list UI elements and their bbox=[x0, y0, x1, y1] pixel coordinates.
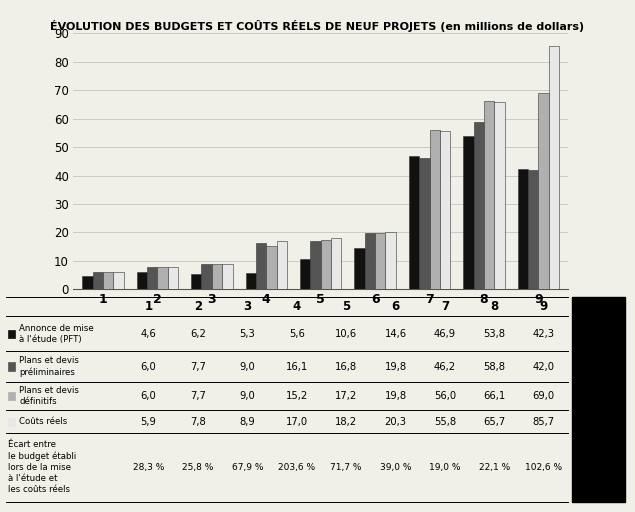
Text: 18,2: 18,2 bbox=[335, 417, 357, 426]
Text: 19,8: 19,8 bbox=[384, 361, 406, 372]
Text: 6: 6 bbox=[391, 300, 399, 313]
Text: 46,9: 46,9 bbox=[434, 329, 456, 339]
Text: 71,7 %: 71,7 % bbox=[330, 463, 362, 472]
Text: 6,0: 6,0 bbox=[140, 361, 156, 372]
Text: 85,7: 85,7 bbox=[533, 417, 555, 426]
Bar bbox=[311, 242, 321, 289]
Text: Plans et devis
définitifs: Plans et devis définitifs bbox=[19, 386, 79, 406]
Text: 17,2: 17,2 bbox=[335, 391, 358, 401]
Bar bbox=[484, 101, 494, 289]
Bar bbox=[549, 46, 559, 289]
Bar bbox=[168, 267, 178, 289]
Text: 42,0: 42,0 bbox=[533, 361, 554, 372]
Text: 5: 5 bbox=[342, 300, 350, 313]
Text: 102,6 %: 102,6 % bbox=[525, 463, 562, 472]
Bar bbox=[222, 264, 232, 289]
Text: 55,8: 55,8 bbox=[434, 417, 456, 426]
Bar bbox=[266, 246, 277, 289]
Bar bbox=[464, 136, 474, 289]
Text: 69,0: 69,0 bbox=[533, 391, 555, 401]
Bar bbox=[409, 156, 419, 289]
Bar bbox=[375, 233, 385, 289]
Text: 5,3: 5,3 bbox=[239, 329, 255, 339]
Bar bbox=[93, 272, 103, 289]
Text: Annonce de mise
à l'étude (PFT): Annonce de mise à l'étude (PFT) bbox=[19, 324, 94, 344]
Text: Écart entre
le budget établi
lors de la mise
à l'étude et
les coûts réels: Écart entre le budget établi lors de la … bbox=[8, 440, 76, 495]
Text: 8: 8 bbox=[490, 300, 498, 313]
Bar bbox=[256, 244, 266, 289]
Bar bbox=[246, 273, 256, 289]
Text: 39,0 %: 39,0 % bbox=[380, 463, 411, 472]
Text: 3: 3 bbox=[243, 300, 251, 313]
Bar bbox=[321, 240, 331, 289]
Text: 19,0 %: 19,0 % bbox=[429, 463, 460, 472]
Text: 203,6 %: 203,6 % bbox=[278, 463, 315, 472]
Text: 25,8 %: 25,8 % bbox=[182, 463, 213, 472]
Bar bbox=[103, 272, 113, 289]
Text: 6,0: 6,0 bbox=[140, 391, 156, 401]
Bar bbox=[191, 274, 201, 289]
Text: 19,8: 19,8 bbox=[384, 391, 406, 401]
Text: 1: 1 bbox=[144, 300, 152, 313]
Text: 4: 4 bbox=[293, 300, 301, 313]
Text: Total: Total bbox=[584, 302, 613, 312]
Text: 7,8: 7,8 bbox=[190, 417, 206, 426]
Text: 20,3: 20,3 bbox=[384, 417, 406, 426]
Text: 58,8: 58,8 bbox=[483, 361, 505, 372]
Text: 8,9: 8,9 bbox=[239, 417, 255, 426]
Text: 67,9 %: 67,9 % bbox=[232, 463, 263, 472]
Text: 16,1: 16,1 bbox=[286, 361, 308, 372]
Bar bbox=[300, 259, 311, 289]
Text: 9: 9 bbox=[540, 300, 548, 313]
Bar bbox=[364, 233, 375, 289]
Text: 14,6: 14,6 bbox=[384, 329, 406, 339]
Bar bbox=[494, 102, 505, 289]
Text: 53,8: 53,8 bbox=[483, 329, 505, 339]
Text: 2: 2 bbox=[194, 300, 202, 313]
Text: 9,0: 9,0 bbox=[239, 391, 255, 401]
Text: 7: 7 bbox=[441, 300, 449, 313]
Text: Coûts réels: Coûts réels bbox=[19, 417, 67, 426]
Bar bbox=[538, 93, 549, 289]
Text: 66,1: 66,1 bbox=[483, 391, 505, 401]
Text: 6,2: 6,2 bbox=[190, 329, 206, 339]
Bar bbox=[474, 122, 484, 289]
Text: 7,7: 7,7 bbox=[190, 361, 206, 372]
Text: 65,7: 65,7 bbox=[483, 417, 505, 426]
Bar bbox=[201, 264, 212, 289]
Text: 5,9: 5,9 bbox=[140, 417, 156, 426]
Bar bbox=[212, 264, 222, 289]
Text: 28,3 %: 28,3 % bbox=[133, 463, 164, 472]
Bar bbox=[147, 267, 157, 289]
Bar bbox=[429, 130, 440, 289]
Bar bbox=[440, 131, 450, 289]
Bar bbox=[137, 272, 147, 289]
Text: 5,6: 5,6 bbox=[289, 329, 305, 339]
Text: 46,2: 46,2 bbox=[434, 361, 456, 372]
Text: 42,3: 42,3 bbox=[533, 329, 554, 339]
Bar bbox=[518, 169, 528, 289]
Text: Plans et devis
préliminaires: Plans et devis préliminaires bbox=[19, 356, 79, 377]
Bar bbox=[277, 241, 287, 289]
Text: 56,0: 56,0 bbox=[434, 391, 456, 401]
Text: 17,0: 17,0 bbox=[286, 417, 308, 426]
Bar bbox=[113, 272, 124, 289]
Text: 22,1 %: 22,1 % bbox=[479, 463, 510, 472]
Text: ÉVOLUTION DES BUDGETS ET COÛTS RÉELS DE NEUF PROJETS (en millions de dollars): ÉVOLUTION DES BUDGETS ET COÛTS RÉELS DE … bbox=[50, 20, 585, 32]
Text: 9,0: 9,0 bbox=[239, 361, 255, 372]
Bar bbox=[157, 267, 168, 289]
Text: 10,6: 10,6 bbox=[335, 329, 357, 339]
Text: 16,8: 16,8 bbox=[335, 361, 357, 372]
Text: 7,7: 7,7 bbox=[190, 391, 206, 401]
Text: 15,2: 15,2 bbox=[286, 391, 308, 401]
Bar bbox=[83, 276, 93, 289]
Bar bbox=[331, 238, 342, 289]
Bar bbox=[419, 158, 429, 289]
Bar bbox=[354, 248, 364, 289]
Bar bbox=[528, 170, 538, 289]
Text: 4,6: 4,6 bbox=[140, 329, 156, 339]
Bar bbox=[385, 231, 396, 289]
